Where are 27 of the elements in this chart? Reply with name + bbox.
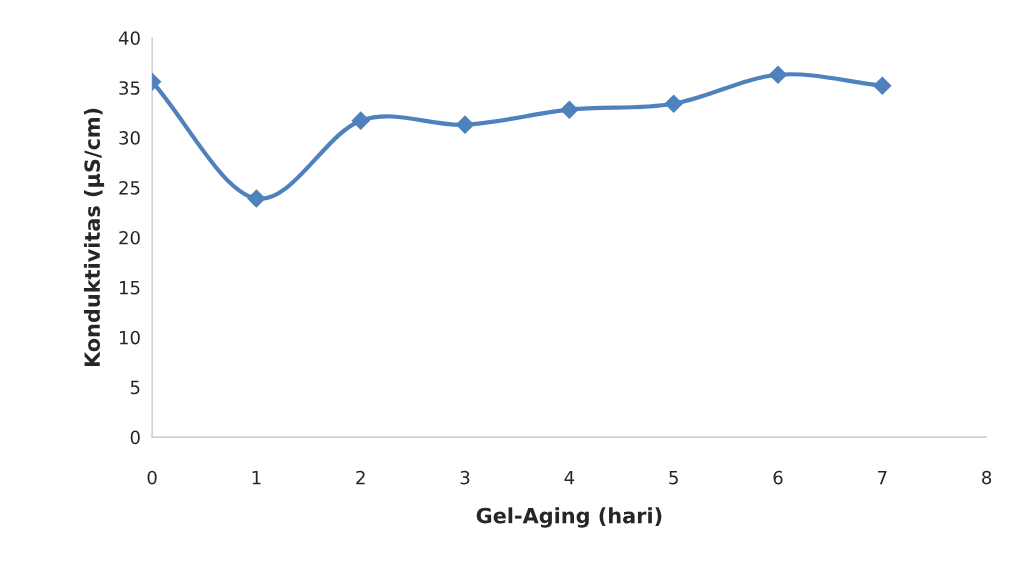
point [560, 100, 579, 120]
y-tick-label: 35 [119, 81, 140, 95]
point [664, 94, 683, 114]
point [768, 65, 788, 85]
x-tick-label: 5 [669, 470, 678, 485]
point [455, 115, 475, 134]
x-tick-label: 7 [878, 470, 887, 485]
y-axis-title: Konduktivitas (µS/cm) [83, 108, 105, 367]
y-tick-label: 15 [120, 281, 140, 295]
y-tick-label: 20 [119, 230, 140, 245]
x-tick-label: 0 [147, 470, 157, 485]
y-tick-label: 5 [130, 380, 140, 395]
point [351, 111, 371, 130]
y-tick-label: 30 [119, 131, 140, 145]
x-tick-label: 4 [564, 470, 575, 485]
point [872, 76, 892, 96]
y-tick-label: 25 [119, 181, 140, 195]
x-tick-label: 3 [460, 470, 470, 485]
x-tick-label: 2 [356, 470, 365, 485]
y-tick-label: 40 [118, 31, 140, 45]
x-tick-label: 6 [773, 470, 783, 485]
x-axis-title: Gel-Aging (hari) [476, 507, 662, 528]
point [247, 189, 266, 208]
x-tick-label: 1 [252, 470, 261, 485]
x-tick-label: 8 [982, 470, 992, 485]
y-tick-label: 0 [130, 430, 140, 445]
y-tick-label: 10 [120, 330, 140, 345]
